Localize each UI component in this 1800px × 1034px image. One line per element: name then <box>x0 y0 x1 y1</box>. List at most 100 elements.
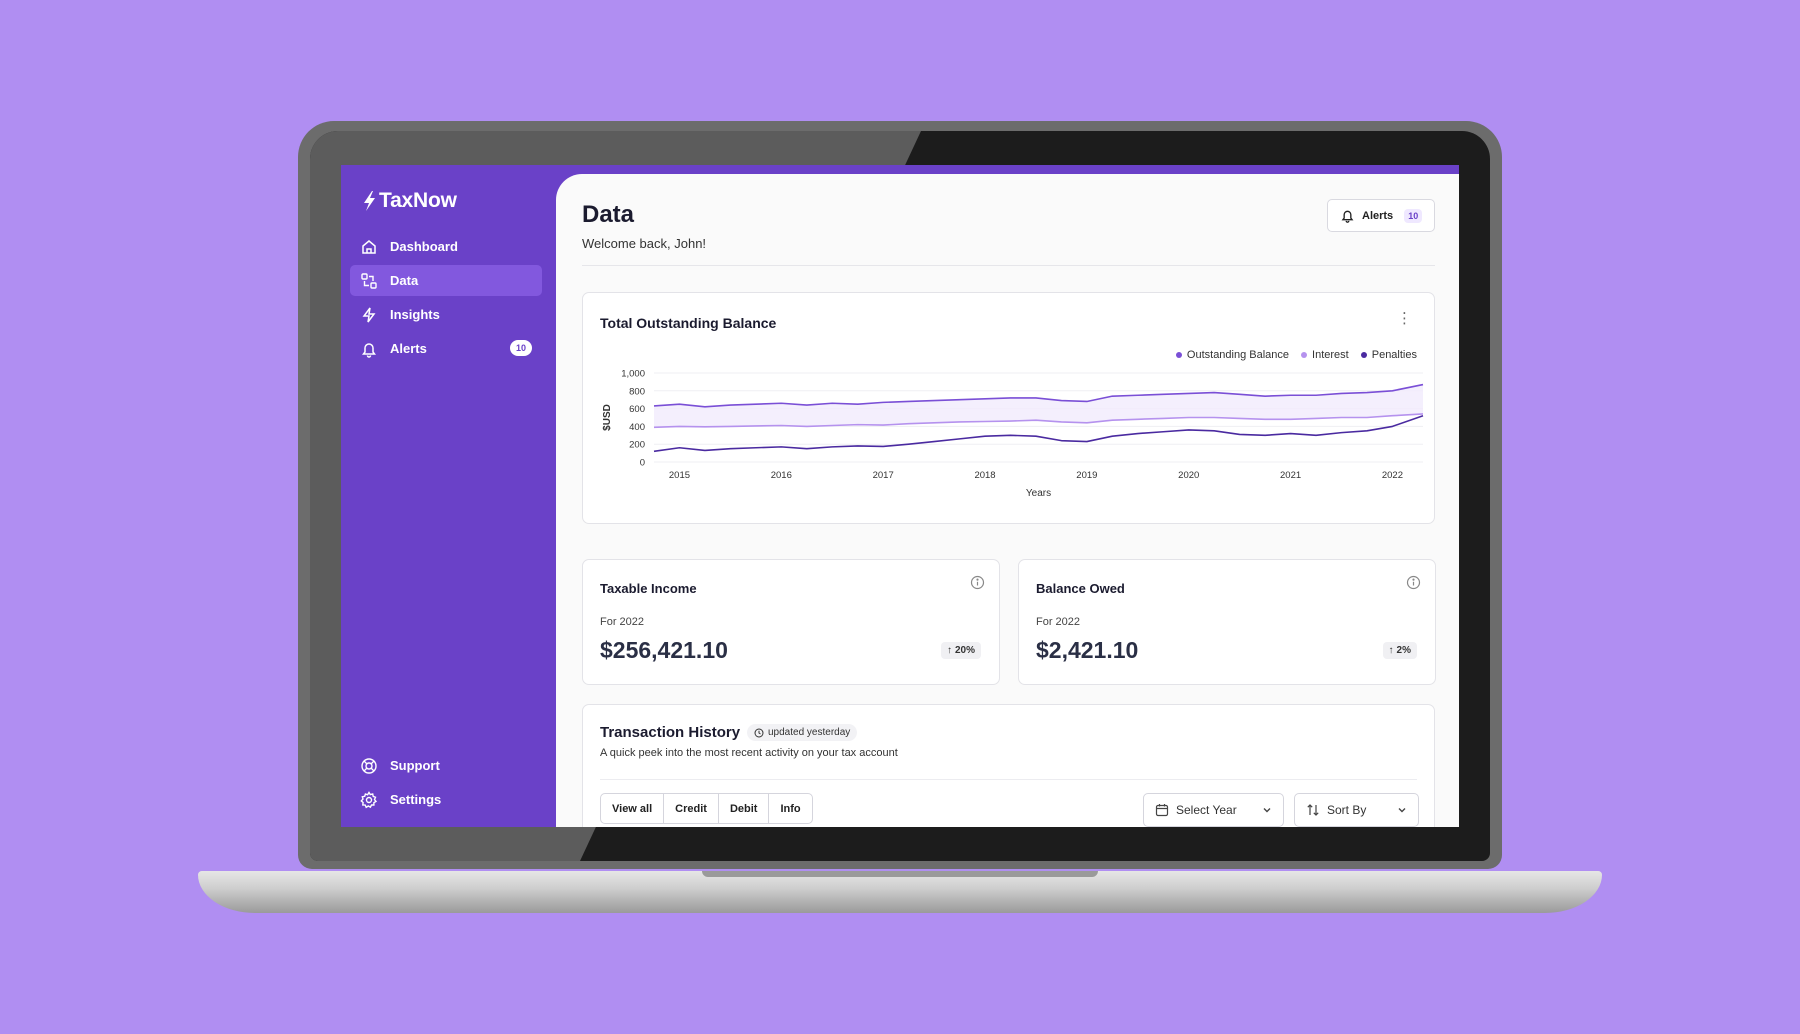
sidebar-item-label: Support <box>390 758 440 773</box>
change-badge: ↑ 2% <box>1382 642 1417 659</box>
alerts-count-badge: 10 <box>1404 208 1423 223</box>
y-tick-label: 1,000 <box>621 369 645 380</box>
line-chart: 0 200 400 600 800 1,000 2015 2016 2017 2018 2019 20… <box>602 369 1424 499</box>
chevron-down-icon <box>1398 808 1406 813</box>
sidebar-bottom: Support Settings <box>350 750 542 818</box>
stat-period: For 2022 <box>1036 616 1081 628</box>
filter-debit-button[interactable]: Debit <box>719 794 770 823</box>
outstanding-balance-card: Total Outstanding Balance ⋮ Outstanding … <box>582 292 1435 524</box>
chart-legend: Outstanding Balance Interest Penalties <box>1175 349 1417 361</box>
more-options-icon[interactable]: ⋮ <box>1397 310 1412 327</box>
lightning-logo-icon <box>364 191 375 211</box>
laptop-base <box>198 871 1602 913</box>
x-tick-label: 2020 <box>1178 470 1199 481</box>
y-tick-label: 200 <box>629 440 645 451</box>
arrow-up-icon: ↑ <box>946 645 952 656</box>
y-tick-label: 800 <box>629 386 645 397</box>
info-icon[interactable] <box>1406 575 1421 590</box>
sort-by-label: Sort By <box>1327 803 1367 817</box>
legend-label: Penalties <box>1371 349 1417 361</box>
taxable-income-card: Taxable Income For 2022 $256,421.10 ↑ 20… <box>582 559 1000 685</box>
stat-period: For 2022 <box>600 616 645 628</box>
series-line-interest <box>653 413 1424 429</box>
page-title: Data <box>582 201 635 228</box>
updated-badge: updated yesterday <box>747 724 858 741</box>
transaction-history-card: Transaction History updated yesterday A … <box>582 704 1435 827</box>
chevron-down-icon <box>1263 808 1271 813</box>
welcome-message: Welcome back, John! <box>582 236 707 251</box>
legend-dot <box>1301 352 1308 358</box>
sidebar-item-insights[interactable]: Insights <box>350 299 542 330</box>
y-tick-label: 600 <box>629 404 645 415</box>
sort-by-dropdown[interactable]: Sort By <box>1294 793 1419 827</box>
section-title: Transaction History <box>600 724 741 741</box>
section-description: A quick peek into the most recent activi… <box>600 747 898 759</box>
sidebar-nav: Dashboard Data Insights Alerts 10 <box>350 231 542 367</box>
x-tick-label: 2021 <box>1280 470 1301 481</box>
x-tick-label: 2016 <box>771 470 792 481</box>
balance-owed-card: Balance Owed For 2022 $2,421.10 ↑ 2% <box>1018 559 1436 685</box>
sidebar-item-support[interactable]: Support <box>350 750 542 781</box>
header-divider <box>582 265 1435 266</box>
select-year-dropdown[interactable]: Select Year <box>1143 793 1284 827</box>
change-value: 2% <box>1396 645 1411 656</box>
alerts-button-label: Alerts <box>1362 209 1394 222</box>
sidebar: TaxNow Dashboard Data Insights Alerts 10 <box>341 165 556 827</box>
select-year-label: Select Year <box>1176 803 1237 817</box>
gear-icon <box>360 790 378 808</box>
sidebar-item-label: Data <box>390 273 419 288</box>
home-icon <box>362 239 376 254</box>
x-axis-label: Years <box>1026 488 1051 499</box>
stat-value: $2,421.10 <box>1036 637 1139 663</box>
lightning-icon <box>362 307 376 322</box>
stat-value: $256,421.10 <box>600 637 728 663</box>
x-tick-label: 2018 <box>974 470 995 481</box>
legend-dot <box>1360 352 1367 358</box>
chart-title: Total Outstanding Balance <box>600 315 777 331</box>
x-tick-label: 2015 <box>669 470 690 481</box>
x-tick-label: 2017 <box>873 470 894 481</box>
main-content: Data Welcome back, John! Alerts 10 Total… <box>556 174 1459 827</box>
sidebar-item-label: Insights <box>390 307 440 322</box>
alerts-button[interactable]: Alerts 10 <box>1327 199 1435 232</box>
stat-title: Taxable Income <box>600 581 697 596</box>
updated-text: updated yesterday <box>768 727 851 738</box>
sidebar-item-label: Alerts <box>390 341 427 356</box>
series-line-penalties <box>653 414 1424 453</box>
sidebar-item-settings[interactable]: Settings <box>350 784 542 815</box>
arrow-up-icon: ↑ <box>1388 645 1394 656</box>
divider <box>600 779 1417 780</box>
legend-item: Penalties <box>1360 349 1417 361</box>
change-badge: ↑ 20% <box>940 642 981 659</box>
y-tick-label: 0 <box>640 458 645 469</box>
sidebar-item-label: Dashboard <box>390 239 458 254</box>
clock-icon <box>754 728 764 737</box>
legend-label: Outstanding Balance <box>1186 349 1290 361</box>
bell-icon <box>1341 210 1354 223</box>
lifebuoy-icon <box>361 757 377 774</box>
alerts-badge: 10 <box>509 340 532 356</box>
screen: TaxNow Dashboard Data Insights Alerts 10 <box>341 165 1459 827</box>
brand-name: TaxNow <box>379 189 457 212</box>
sidebar-item-label: Settings <box>390 792 442 807</box>
filter-info-button[interactable]: Info <box>780 802 801 815</box>
x-tick-label: 2019 <box>1076 470 1097 481</box>
sidebar-item-dashboard[interactable]: Dashboard <box>350 231 542 262</box>
legend-label: Interest <box>1312 349 1349 361</box>
calendar-icon <box>1155 804 1169 817</box>
brand-logo[interactable]: TaxNow <box>361 189 457 213</box>
data-icon <box>361 272 377 289</box>
change-value: 20% <box>954 645 975 656</box>
y-axis-label: $USD <box>602 404 613 431</box>
sidebar-item-data[interactable]: Data <box>350 265 542 296</box>
filter-credit-button[interactable]: Credit <box>664 794 719 823</box>
laptop-notch <box>702 871 1098 877</box>
sort-icon <box>1307 804 1319 816</box>
filter-view-all-button[interactable]: View all <box>601 794 665 823</box>
sidebar-item-alerts[interactable]: Alerts 10 <box>350 333 542 364</box>
info-icon[interactable] <box>970 575 985 590</box>
bell-icon <box>362 342 376 358</box>
legend-dot <box>1175 352 1182 358</box>
legend-item: Outstanding Balance <box>1175 349 1290 361</box>
y-tick-label: 400 <box>629 422 645 433</box>
